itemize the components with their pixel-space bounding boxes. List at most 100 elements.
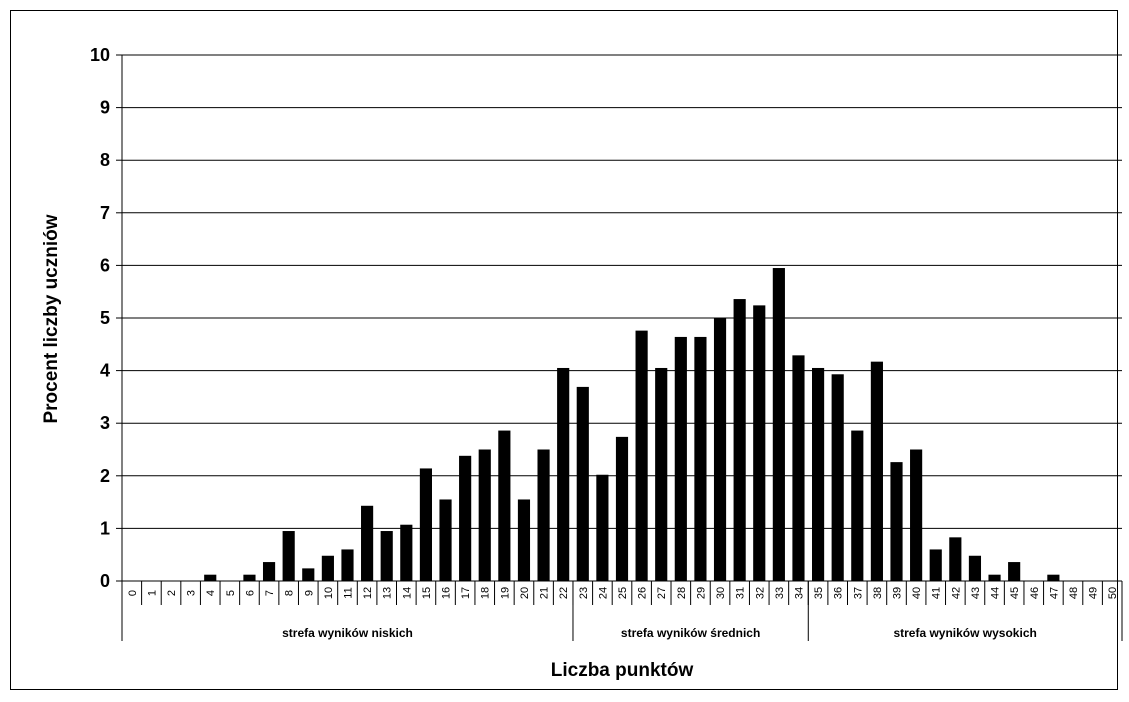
axes <box>121 55 1123 641</box>
bar <box>557 367 570 581</box>
y-tick-label: 2 <box>100 466 110 486</box>
bar <box>400 524 413 581</box>
x-tick-label: 13 <box>382 587 394 599</box>
x-tick-label: 11 <box>342 587 354 598</box>
x-tick-label: 7 <box>264 590 276 596</box>
bar <box>615 436 629 581</box>
x-tick-label: 34 <box>793 587 805 599</box>
x-tick-label: 46 <box>1029 587 1041 599</box>
x-tick-label: 2 <box>166 590 178 596</box>
x-tick-label: 31 <box>735 587 747 599</box>
x-tick-labels: 0 1 2 3 4 5 6 7 8 9 10 11 12 13 14 15 16 17 18 19 20 21 22 23 24… <box>127 587 1119 599</box>
x-tick-label: 23 <box>578 587 590 599</box>
x-tick-label: 12 <box>362 587 374 599</box>
bar <box>870 361 883 581</box>
bar <box>243 574 256 581</box>
x-tick-label: 43 <box>970 587 982 599</box>
x-tick-label: 49 <box>1088 587 1100 599</box>
x-tick-label: 24 <box>597 587 609 599</box>
chart-frame <box>10 10 1118 690</box>
bar <box>537 449 550 581</box>
bar <box>361 505 374 581</box>
x-tick-label: 41 <box>931 587 943 599</box>
bar <box>713 318 727 581</box>
x-tick-label: 22 <box>558 587 570 599</box>
y-tick-labels: 0 1 2 3 4 5 6 7 8 9 10 <box>90 45 110 591</box>
x-tick-label: 27 <box>656 587 668 599</box>
y-tick-label: 8 <box>100 150 110 170</box>
x-tick-label: 19 <box>499 587 511 599</box>
bar <box>1047 574 1060 581</box>
bar <box>498 430 511 581</box>
bar <box>753 305 766 581</box>
bar <box>968 555 982 581</box>
bar <box>341 549 354 581</box>
x-tick-label: 10 <box>323 587 335 599</box>
x-tick-label: 40 <box>911 587 923 599</box>
bar <box>772 268 785 581</box>
x-tick-label: 5 <box>225 590 237 596</box>
zone-label: strefa wyników średnich <box>621 626 760 640</box>
bar <box>478 449 491 581</box>
x-tick-label: 36 <box>833 587 845 599</box>
y-tick-label: 9 <box>100 98 110 118</box>
x-tick-label: 30 <box>715 587 727 599</box>
x-tick-label: 29 <box>695 587 707 599</box>
y-tick-label: 7 <box>100 203 110 223</box>
bar <box>831 374 844 581</box>
bar <box>517 499 531 581</box>
bar <box>890 462 903 581</box>
bar <box>694 336 707 581</box>
bar <box>929 549 942 581</box>
bar <box>380 531 393 581</box>
x-tick-label: 21 <box>539 587 551 599</box>
x-tick-label: 50 <box>1107 587 1119 599</box>
x-tick-label: 28 <box>676 587 688 599</box>
x-tick-label: 48 <box>1068 587 1080 599</box>
zone-label: strefa wyników niskich <box>282 626 413 640</box>
y-tick-label: 4 <box>100 361 110 381</box>
x-tick-label: 0 <box>127 590 139 596</box>
y-tick-label: 0 <box>100 571 110 591</box>
bar <box>635 330 648 581</box>
bar <box>949 537 962 581</box>
x-tick-label: 14 <box>401 587 413 599</box>
gridlines <box>116 54 1122 582</box>
zone-label: strefa wyników wysokich <box>893 626 1036 640</box>
zone-labels: strefa wyników niskich strefa wyników śre… <box>282 626 1037 640</box>
bar <box>812 367 825 581</box>
y-axis-title: Procent liczby uczniów <box>41 214 62 423</box>
y-tick-label: 6 <box>100 255 110 275</box>
x-tick-label: 16 <box>441 587 453 599</box>
x-tick-label: 1 <box>146 590 158 596</box>
bar <box>204 574 217 581</box>
x-tick-label: 6 <box>244 590 256 596</box>
bar <box>321 555 334 581</box>
bar <box>419 468 432 581</box>
x-tick-label: 25 <box>617 587 629 599</box>
x-tick-label: 44 <box>990 587 1002 599</box>
x-tick-label: 20 <box>519 587 531 599</box>
x-tick-label: 38 <box>872 587 884 599</box>
x-tick-label: 42 <box>950 587 962 599</box>
x-axis-title: Liczba punktów <box>551 660 694 681</box>
bar <box>576 386 589 581</box>
bar <box>302 568 315 581</box>
y-tick-label: 10 <box>90 45 110 65</box>
x-tick-label: 35 <box>813 587 825 599</box>
bar <box>1008 562 1021 581</box>
bar <box>988 574 1001 581</box>
x-tick-label: 45 <box>1009 587 1021 599</box>
x-tick-label: 47 <box>1048 587 1060 599</box>
bar <box>792 355 805 581</box>
bar <box>439 499 452 581</box>
bar <box>282 531 295 581</box>
bar <box>733 299 746 581</box>
x-tick-label: 18 <box>480 587 492 599</box>
x-tick-label: 32 <box>754 587 766 599</box>
y-tick-label: 5 <box>100 308 110 328</box>
bars <box>204 268 1060 581</box>
x-tick-label: 33 <box>774 587 786 599</box>
x-tick-label: 15 <box>421 587 433 599</box>
